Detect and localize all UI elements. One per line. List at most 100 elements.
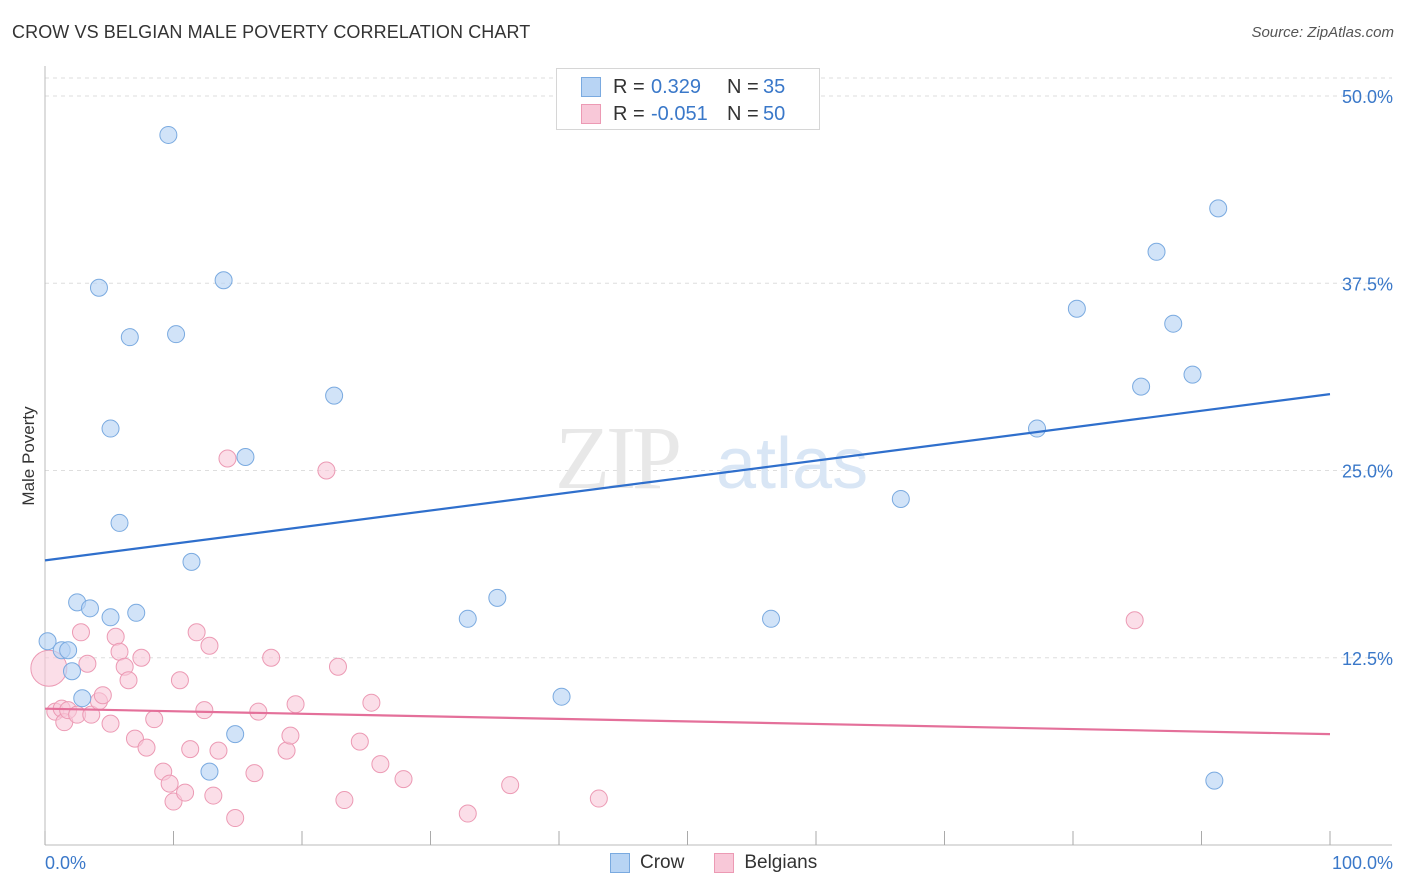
crow-point xyxy=(1147,242,1166,261)
crow-point xyxy=(1209,199,1228,218)
crow-point xyxy=(1067,299,1086,318)
legend-r-label: R = xyxy=(613,102,645,125)
belgian-point xyxy=(170,671,189,690)
crow-point xyxy=(1205,771,1224,790)
x-tick-label-max: 100.0% xyxy=(1332,853,1393,873)
belgian-point xyxy=(106,627,125,646)
legend-n-value: 50 xyxy=(763,102,786,125)
axis-layer xyxy=(44,66,1392,846)
label-layer: 12.5% 25.0% 37.5% 50.0% 0.0% 100.0% Male Pover… xyxy=(19,87,1393,873)
crow-point xyxy=(73,689,92,708)
crow-point xyxy=(1132,377,1151,396)
legend-item-crow: Crow xyxy=(610,852,684,874)
belgian-swatch xyxy=(581,104,601,124)
belgian-point xyxy=(458,804,477,823)
legend-label-belgians: Belgians xyxy=(744,852,818,873)
belgian-point xyxy=(145,710,164,729)
crow-point xyxy=(226,725,245,744)
belgian-point xyxy=(71,623,90,642)
series-legend: Crow Belgians xyxy=(610,852,847,874)
y-tick-label: 12.5% xyxy=(1342,649,1393,669)
chart-title: CROW VS BELGIAN MALE POVERTY CORRELATION… xyxy=(12,22,531,42)
belgian-point xyxy=(132,648,151,667)
belgian-point xyxy=(371,755,390,774)
belgian-point xyxy=(160,774,179,793)
legend-r-label: R = xyxy=(613,75,645,98)
crow-trend-line xyxy=(44,393,1331,562)
x-tick-label-min: 0.0% xyxy=(45,853,86,873)
crow-point xyxy=(38,632,57,651)
crow-points xyxy=(38,125,1228,790)
crow-point xyxy=(325,386,344,405)
belgian-point xyxy=(78,654,97,673)
crow-point xyxy=(110,513,129,532)
belgian-point xyxy=(93,686,112,705)
crow-point xyxy=(127,603,146,622)
legend-row-crow: R = 0.329 N = 35 xyxy=(581,74,785,100)
belgian-point xyxy=(204,786,223,805)
crow-point xyxy=(1164,314,1183,333)
source-label: Source: ZipAtlas.com xyxy=(1251,24,1394,41)
belgian-point xyxy=(286,695,305,714)
belgian-point xyxy=(195,701,214,720)
belgian-point xyxy=(137,738,156,757)
belgian-point xyxy=(1125,611,1144,630)
correlation-legend: R = 0.329 N = 35 R = -0.051 N = 50 xyxy=(556,68,820,130)
crow-point xyxy=(80,599,99,618)
belgian-point xyxy=(119,671,138,690)
belgian-point xyxy=(110,642,129,661)
crow-point xyxy=(1183,365,1202,384)
y-tick-label: 37.5% xyxy=(1342,274,1393,294)
crow-point xyxy=(458,609,477,628)
belgian-point xyxy=(187,623,206,642)
legend-r-value: -0.051 xyxy=(651,102,708,125)
crow-point xyxy=(62,662,81,681)
y-axis-label: Male Poverty xyxy=(19,406,38,506)
belgian-point xyxy=(226,809,245,828)
belgian-point xyxy=(262,648,281,667)
belgian-point xyxy=(277,741,296,760)
legend-n-label: N = xyxy=(727,75,759,98)
belgian-legend-swatch xyxy=(714,853,735,873)
crow-point xyxy=(891,489,910,508)
legend-n-label: N = xyxy=(727,102,759,125)
belgian-point xyxy=(335,791,354,810)
crow-point xyxy=(762,609,781,628)
watermark-zip: ZIP xyxy=(555,409,679,508)
belgian-point xyxy=(176,783,195,802)
crow-point xyxy=(552,687,571,706)
belgian-point xyxy=(317,461,336,480)
belgian-point xyxy=(362,693,381,712)
belgian-point xyxy=(218,449,237,468)
crow-point xyxy=(120,328,139,347)
crow-point xyxy=(200,762,219,781)
legend-n-value: 35 xyxy=(763,75,786,98)
crow-point xyxy=(101,419,120,438)
crow-legend-swatch xyxy=(610,853,630,873)
belgian-point xyxy=(328,657,347,676)
belgian-point xyxy=(501,776,520,795)
belgian-point xyxy=(101,714,120,733)
belgian-point xyxy=(200,636,219,655)
belgian-point xyxy=(209,741,228,760)
belgian-point xyxy=(394,770,413,789)
belgian-point xyxy=(589,789,608,808)
legend-label-crow: Crow xyxy=(640,852,685,873)
y-tick-label: 50.0% xyxy=(1342,87,1393,107)
crow-point xyxy=(1028,419,1047,438)
crow-point xyxy=(214,271,233,290)
crow-point xyxy=(488,588,507,607)
belgian-point xyxy=(281,726,300,745)
crow-point xyxy=(89,278,108,297)
trend-layer xyxy=(44,393,1331,736)
belgian-point xyxy=(245,764,264,783)
crow-point xyxy=(159,125,178,144)
legend-r-value: 0.329 xyxy=(651,75,702,98)
crow-swatch xyxy=(581,77,601,97)
y-tick-label: 25.0% xyxy=(1342,462,1393,482)
belgian-point xyxy=(181,740,200,759)
crow-point xyxy=(182,552,201,571)
crow-point xyxy=(59,641,78,660)
